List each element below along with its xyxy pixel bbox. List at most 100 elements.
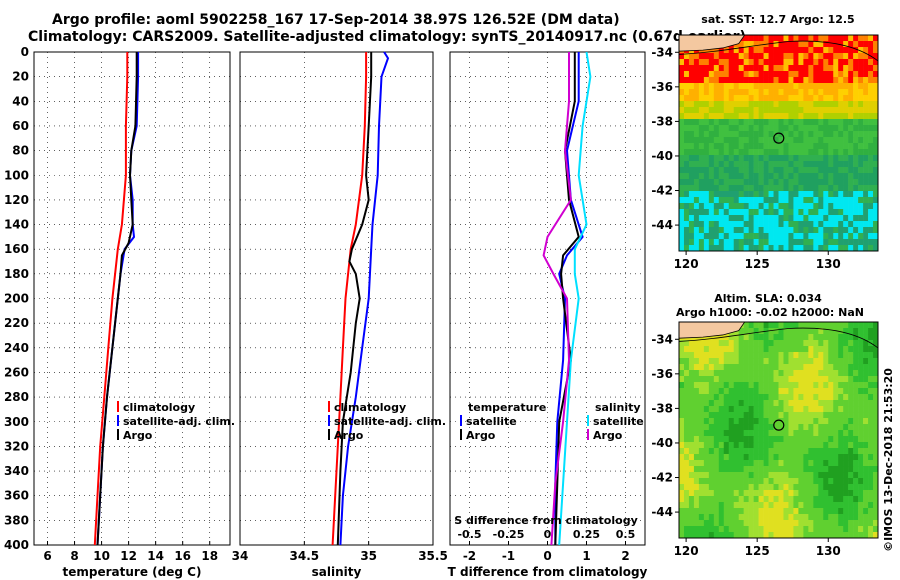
map-sla-cell [818,430,824,437]
map-sst-cell [713,131,720,138]
map-sst-cell [683,167,690,174]
map-sst-cell [688,95,695,102]
map-sla-cell [823,370,829,377]
map-sst-cell [768,113,774,120]
map-sst-cell [858,173,864,180]
map-sst-cell [798,113,804,120]
map-sst-cell [813,41,819,48]
map-sla-cell [808,484,814,491]
map-sla-cell [758,508,764,515]
map-sla-cell [688,526,695,533]
map-sla-cell [753,334,759,341]
map-sla-cell [803,460,809,467]
map-sla-cell [798,424,804,431]
map-sla-cell [683,394,690,401]
map-sla-cell [818,352,824,359]
map-sst-cell [823,137,829,144]
map-sla-cell [773,520,779,527]
map-sla-cell [863,424,869,431]
map-sla-cell [828,424,834,431]
map-sla-cell [833,424,839,431]
map-sst-cell [693,209,700,216]
map-sla-cell [848,424,854,431]
map-sst-cell [723,209,730,216]
map-sst-cell [703,83,710,90]
map-sst-cell [818,143,824,150]
map-sst-cell [693,107,700,114]
map-sla-cell [868,370,874,377]
map-sst-cell [718,83,725,90]
map-sst-cell [793,59,799,66]
map-sst-cell [723,167,730,174]
map-sst-cell [788,95,794,102]
map-sst-cell [748,83,754,90]
map-sst-cell [723,95,730,102]
map-sla-cell [763,412,769,419]
map-sst-cell [748,233,754,240]
map-sst-cell [798,119,804,126]
map-sst-cell [679,77,685,84]
map-sst-cell [708,149,715,156]
map-sla-cell [838,478,844,485]
map-sst-cell [698,161,705,168]
map-sla-cell [788,532,794,539]
map-sst-cell [858,65,864,72]
map-sst-cell [693,113,700,120]
map-sla-cell [698,448,705,455]
map-sla-cell [873,478,879,485]
map-sla-cell [768,406,774,413]
map-sla-cell [873,376,879,383]
map-sla-cell [728,382,735,389]
map-sst-cell [783,233,789,240]
map-sla-cell [803,388,809,395]
map-sla-cell [753,460,759,467]
map-sst-cell [763,197,769,204]
map-sla-cell [723,490,730,497]
map-sla-cell [693,400,700,407]
map-sst-cell [803,149,809,156]
map-sst-cell [713,101,720,108]
map-sst-cell [753,173,759,180]
map-sst-cell [743,203,749,210]
map-sla-cell [863,478,869,485]
map-sla-cell [823,466,829,473]
map-sla-cell [743,484,749,491]
map-sst-cell [793,161,799,168]
map-sla-cell [808,376,814,383]
map-sla-cell [703,508,710,515]
map-sla-cell [783,328,789,335]
map-sst-cell [693,149,700,156]
map-sla-cell [798,490,804,497]
map-sla-cell [843,412,849,419]
map-sst-cell [813,233,819,240]
map-sst-cell [818,137,824,144]
map-sla-cell [823,496,829,503]
map-sla-cell [783,358,789,365]
map-sst-cell [743,107,749,114]
map-sst-cell [873,155,879,162]
map-sla-cell [728,520,735,527]
difference-xlabel: T difference from climatology [448,565,648,579]
map-sla-cell [858,340,864,347]
map-sla-cell [873,448,879,455]
map-sla-cell [778,472,784,479]
map-sla-cell [848,526,854,533]
map-sla-cell [718,376,725,383]
map-sla-cell [778,448,784,455]
map-sst-cell [688,233,695,240]
map-sst-cell [738,191,744,198]
map-sst-cell [803,233,809,240]
map-sst-cell [853,209,859,216]
map-sst-cell [688,113,695,120]
map-sla-cell [823,406,829,413]
map-sla-cell [733,340,739,347]
map-sla-cell [708,388,715,395]
map-sla-cell [708,448,715,455]
map-sst-cell [703,167,710,174]
map-sla-cell [683,460,690,467]
map-sst-cell [843,203,849,210]
map-sst-cell [843,53,849,60]
map-sla-cell [843,484,849,491]
map-sla-cell [753,322,759,329]
map-sla-cell [853,346,859,353]
